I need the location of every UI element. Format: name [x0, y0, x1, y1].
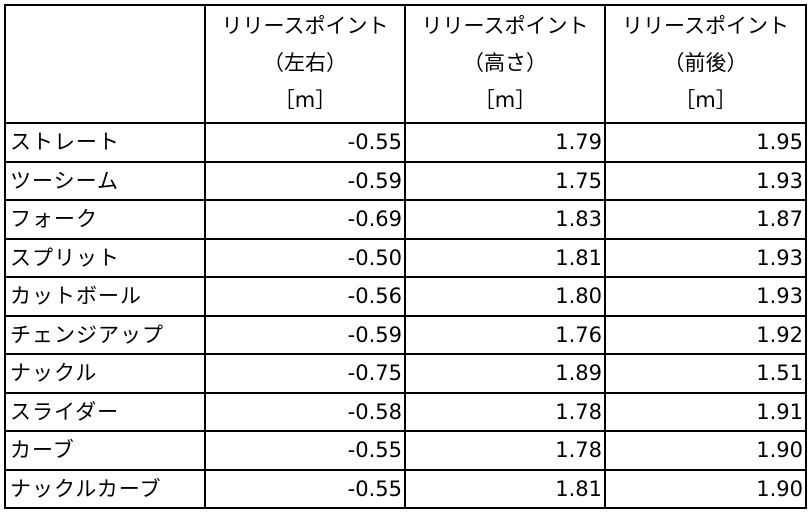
- pitch-type-cell: ナックルカーブ: [4, 468, 206, 509]
- table-row: ナックル -0.75 1.89 1.51: [4, 353, 807, 394]
- left-right-cell: -0.69: [204, 199, 406, 240]
- header-unit: ［m］: [473, 88, 537, 112]
- left-right-cell: -0.55: [204, 430, 406, 471]
- pitch-type-cell: カーブ: [4, 430, 206, 471]
- front-back-cell: 1.90: [604, 468, 807, 509]
- front-back-cell: 1.92: [604, 314, 807, 355]
- header-cell-height: リリースポイント （高さ） ［m］: [404, 4, 606, 124]
- table-row: ストレート -0.55 1.79 1.95: [4, 122, 807, 163]
- header-line: リリースポイント: [221, 14, 389, 38]
- height-cell: 1.89: [404, 353, 606, 394]
- pitch-type-cell: カットボール: [4, 276, 206, 317]
- table-row: カーブ -0.55 1.78 1.90: [4, 430, 807, 471]
- front-back-cell: 1.95: [604, 122, 807, 163]
- front-back-cell: 1.51: [604, 353, 807, 394]
- pitch-type-cell: ツーシーム: [4, 160, 206, 201]
- height-cell: 1.78: [404, 391, 606, 432]
- header-cell-left-right: リリースポイント （左右） ［m］: [204, 4, 406, 124]
- header-unit: ［m］: [273, 88, 337, 112]
- front-back-cell: 1.93: [604, 276, 807, 317]
- header-line: リリースポイント: [622, 14, 789, 38]
- table-row: カットボール -0.56 1.80 1.93: [4, 276, 807, 317]
- front-back-cell: 1.93: [604, 237, 807, 278]
- height-cell: 1.83: [404, 199, 606, 240]
- pitch-type-cell: スライダー: [4, 391, 206, 432]
- header-line: （高さ）: [463, 51, 547, 75]
- front-back-cell: 1.90: [604, 430, 807, 471]
- header-line: （前後）: [663, 51, 748, 75]
- header-cell-blank: [4, 4, 206, 124]
- table-row: スプリット -0.50 1.81 1.93: [4, 237, 807, 278]
- table-row: ナックルカーブ -0.55 1.81 1.90: [4, 468, 807, 509]
- height-cell: 1.78: [404, 430, 606, 471]
- left-right-cell: -0.59: [204, 160, 406, 201]
- table-row: ツーシーム -0.59 1.75 1.93: [4, 160, 807, 201]
- pitch-type-cell: ナックル: [4, 353, 206, 394]
- left-right-cell: -0.58: [204, 391, 406, 432]
- header-row: リリースポイント （左右） ［m］ リリースポイント （高さ） ［m］ リリース…: [4, 4, 807, 124]
- height-cell: 1.80: [404, 276, 606, 317]
- pitch-type-cell: スプリット: [4, 237, 206, 278]
- height-cell: 1.81: [404, 237, 606, 278]
- left-right-cell: -0.56: [204, 276, 406, 317]
- header-line: リリースポイント: [421, 14, 589, 38]
- left-right-cell: -0.75: [204, 353, 406, 394]
- left-right-cell: -0.59: [204, 314, 406, 355]
- header-unit: ［m］: [674, 88, 737, 112]
- release-point-table: リリースポイント （左右） ［m］ リリースポイント （高さ） ［m］ リリース…: [4, 4, 807, 509]
- height-cell: 1.81: [404, 468, 606, 509]
- table-row: スライダー -0.58 1.78 1.91: [4, 391, 807, 432]
- left-right-cell: -0.55: [204, 468, 406, 509]
- header-line: （左右）: [263, 51, 347, 75]
- table-row: チェンジアップ -0.59 1.76 1.92: [4, 314, 807, 355]
- pitch-type-cell: フォーク: [4, 199, 206, 240]
- pitch-type-cell: チェンジアップ: [4, 314, 206, 355]
- left-right-cell: -0.55: [204, 122, 406, 163]
- height-cell: 1.75: [404, 160, 606, 201]
- header-cell-front-back: リリースポイント （前後） ［m］: [604, 4, 807, 124]
- height-cell: 1.76: [404, 314, 606, 355]
- left-right-cell: -0.50: [204, 237, 406, 278]
- front-back-cell: 1.91: [604, 391, 807, 432]
- table-row: フォーク -0.69 1.83 1.87: [4, 199, 807, 240]
- front-back-cell: 1.87: [604, 199, 807, 240]
- front-back-cell: 1.93: [604, 160, 807, 201]
- pitch-type-cell: ストレート: [4, 122, 206, 163]
- height-cell: 1.79: [404, 122, 606, 163]
